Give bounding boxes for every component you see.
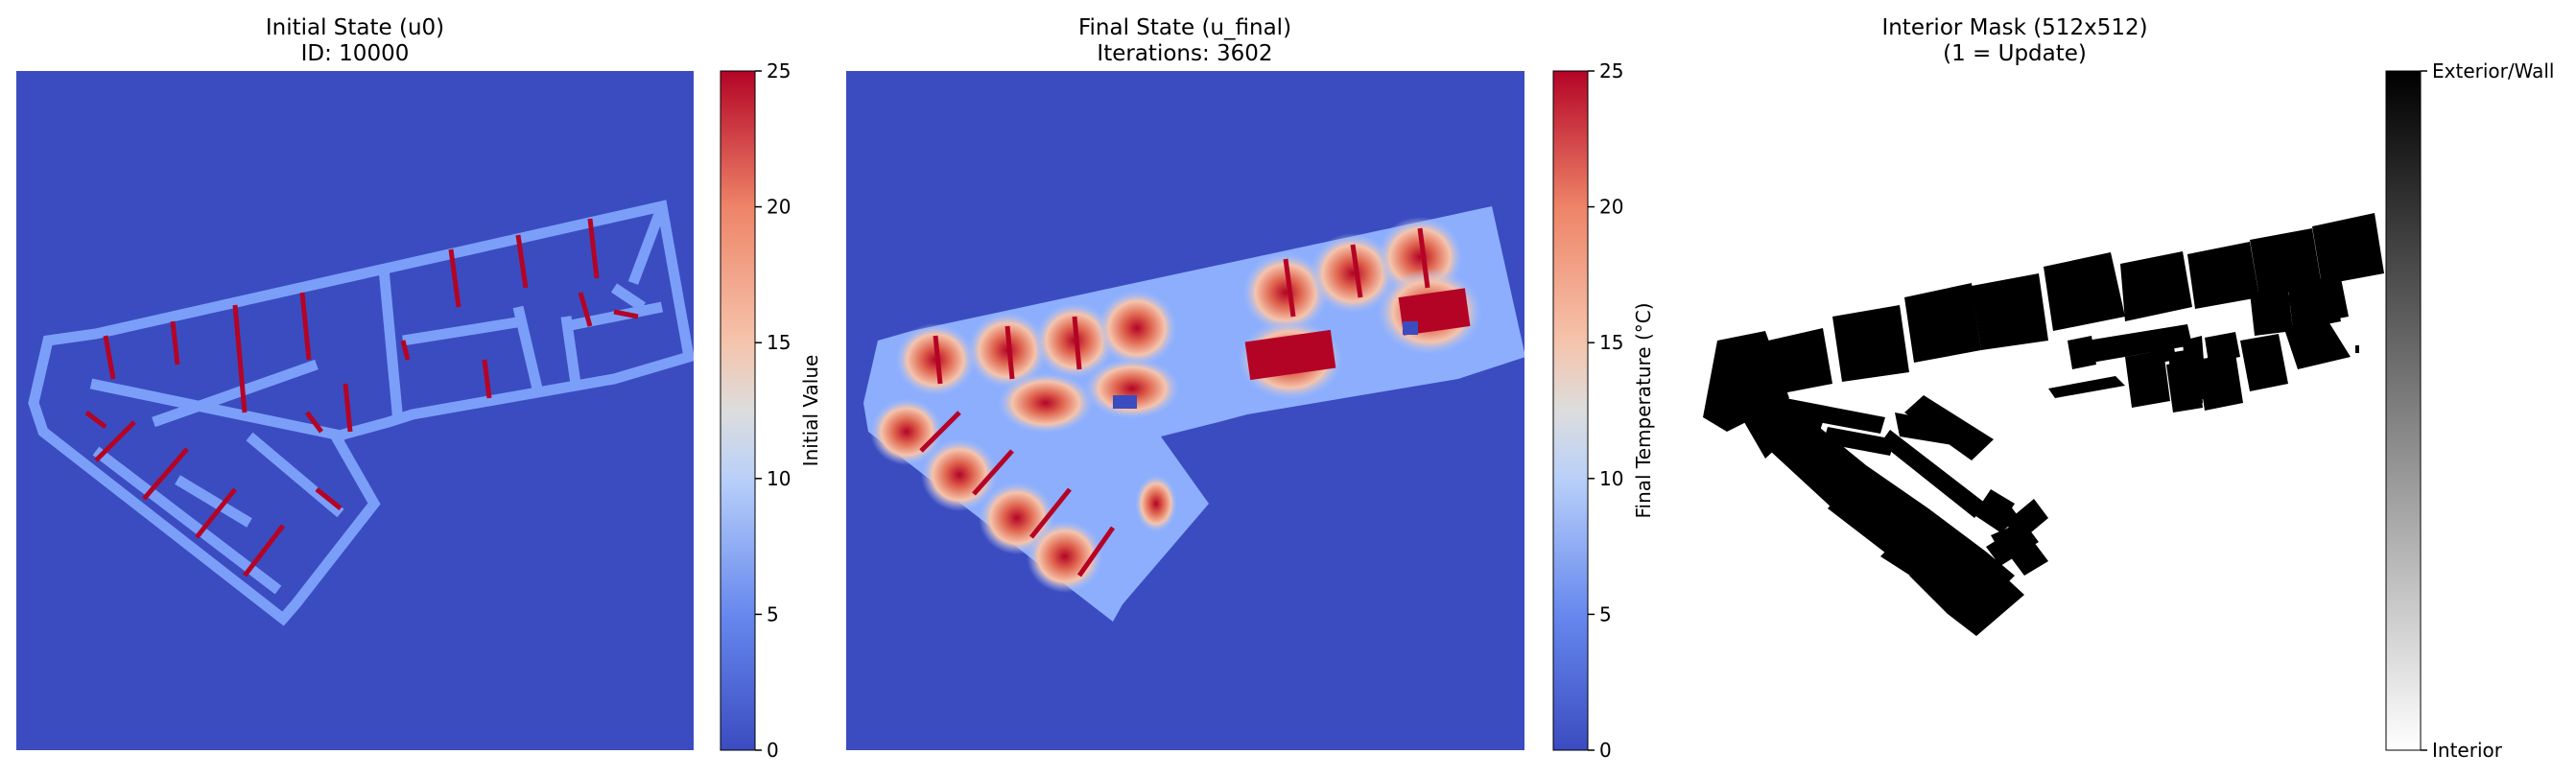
panel1-heatmap [16,71,694,750]
panel2-hole [1403,321,1418,335]
colorbar-tick-label: 10 [1599,467,1623,490]
panel2-colorbar-ticks: 0 5 10 15 20 25 [1588,59,1623,762]
panel2-heatmap [846,71,1524,750]
panel3-title-line1: Interior Mask (512x512) [1881,15,2147,40]
panel2-colorbar: 0 5 10 15 20 25 Final Temperature (°C) [1552,59,1655,762]
panel1-colorbar-label: Initial Value [799,355,822,467]
colorbar-tick-label: 5 [1599,602,1612,625]
colorbar-tick-label: 5 [767,602,779,625]
colorbar-tick-label: 25 [767,59,791,83]
panel2-title-line1: Final State (u_final) [1078,15,1291,40]
panel1-colorbar-gradient [720,70,756,751]
panel3-colorbar-ticks: Interior Exterior/Wall [2421,59,2554,762]
panel-initial-state: Initial State (u0) ID: 10000 [16,15,822,762]
colorbar-tick-label: 15 [767,331,791,354]
colorbar-tick-label: 20 [1599,196,1623,219]
panel1-title-line1: Initial State (u0) [266,15,444,40]
panel3-colorbar: Interior Exterior/Wall [2385,59,2554,762]
panel3-mask-rooms [1703,213,2384,636]
panel1-colorbar-ticks: 0 5 10 15 20 25 [755,59,791,762]
panel1-colorbar: 0 5 10 15 20 25 Initial Value [720,59,822,762]
panel1-walls [28,200,694,626]
panel3-title-line2: (1 = Update) [1943,41,2087,66]
panel-interior-mask: Interior Mask (512x512) (1 = Update) [1703,15,2554,762]
panel2-colorbar-label: Final Temperature (°C) [1632,302,1655,518]
panel-final-state: Final State (u_final) Iterations: 3602 [846,15,1655,762]
colorbar-tick-label: 0 [1599,739,1612,762]
panel1-background [16,71,694,750]
colorbar-tick-label: 25 [1599,59,1623,83]
colorbar-tick-label: 10 [767,467,791,490]
colorbar-tick-label: Interior [2432,739,2503,762]
panel1-heaters [84,218,639,578]
panel2-heaters [919,227,1430,578]
colorbar-tick-label: 0 [767,739,779,762]
panel2-colorbar-gradient [1552,70,1589,751]
colorbar-tick-label: 20 [767,196,791,219]
panel2-title-line2: Iterations: 3602 [1097,41,1272,66]
panel3-colorbar-gradient [2385,70,2422,751]
colorbar-tick-label: 15 [1599,331,1623,354]
colorbar-tick-label: Exterior/Wall [2432,59,2554,83]
panel1-title-line2: ID: 10000 [301,41,410,66]
panel2-hole2 [1113,395,1137,409]
